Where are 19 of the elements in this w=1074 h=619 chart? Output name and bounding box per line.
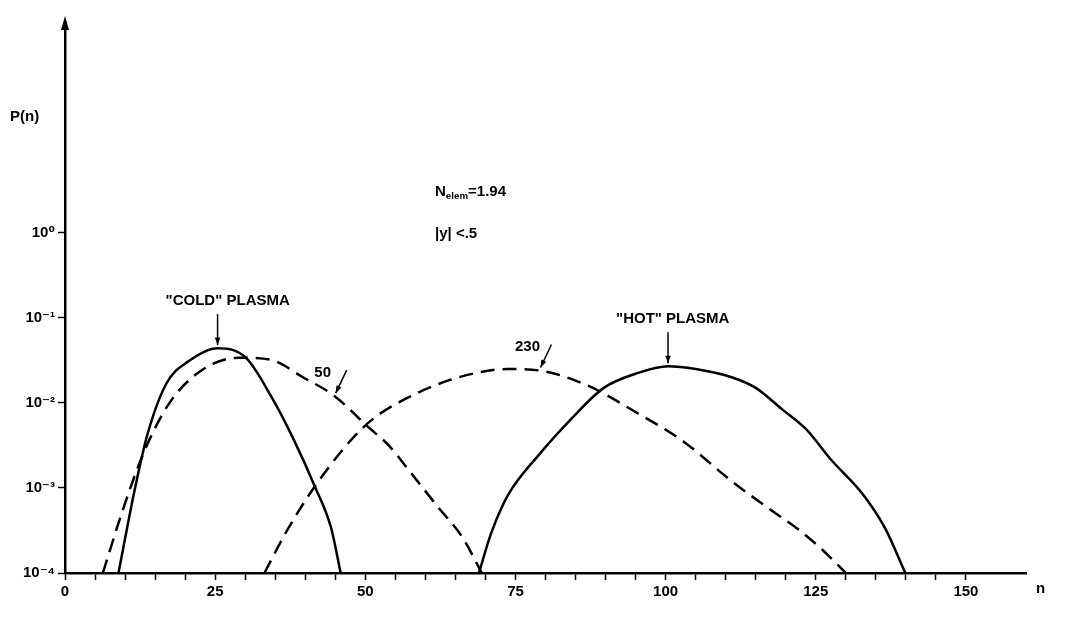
y-tick-label: 10⁻¹ — [25, 307, 56, 325]
y-tick-label: 10⁰ — [31, 222, 56, 240]
y-tick-label: 10⁻³ — [25, 478, 56, 496]
x-tick-label: 0 — [60, 582, 70, 600]
y-axis-title: P(n) — [10, 107, 40, 125]
annotation: "COLD" PLASMA — [165, 290, 290, 308]
x-axis-title: n — [1036, 579, 1046, 597]
x-tick-label: 125 — [803, 582, 829, 600]
annotation: 230 — [514, 337, 541, 355]
annotation: 50 — [314, 362, 332, 380]
x-tick-label: 75 — [507, 582, 524, 600]
y-tick-label: 10⁻² — [25, 393, 56, 410]
x-tick-label: 150 — [953, 582, 979, 600]
annotation: |y| <.5 — [435, 224, 478, 242]
x-tick-label: 100 — [653, 582, 679, 600]
annotation: "HOT" PLASMA — [616, 308, 730, 326]
x-tick-label: 25 — [206, 582, 224, 600]
y-tick-label: 10⁻⁴ — [22, 563, 56, 581]
x-tick-label: 50 — [356, 582, 374, 600]
